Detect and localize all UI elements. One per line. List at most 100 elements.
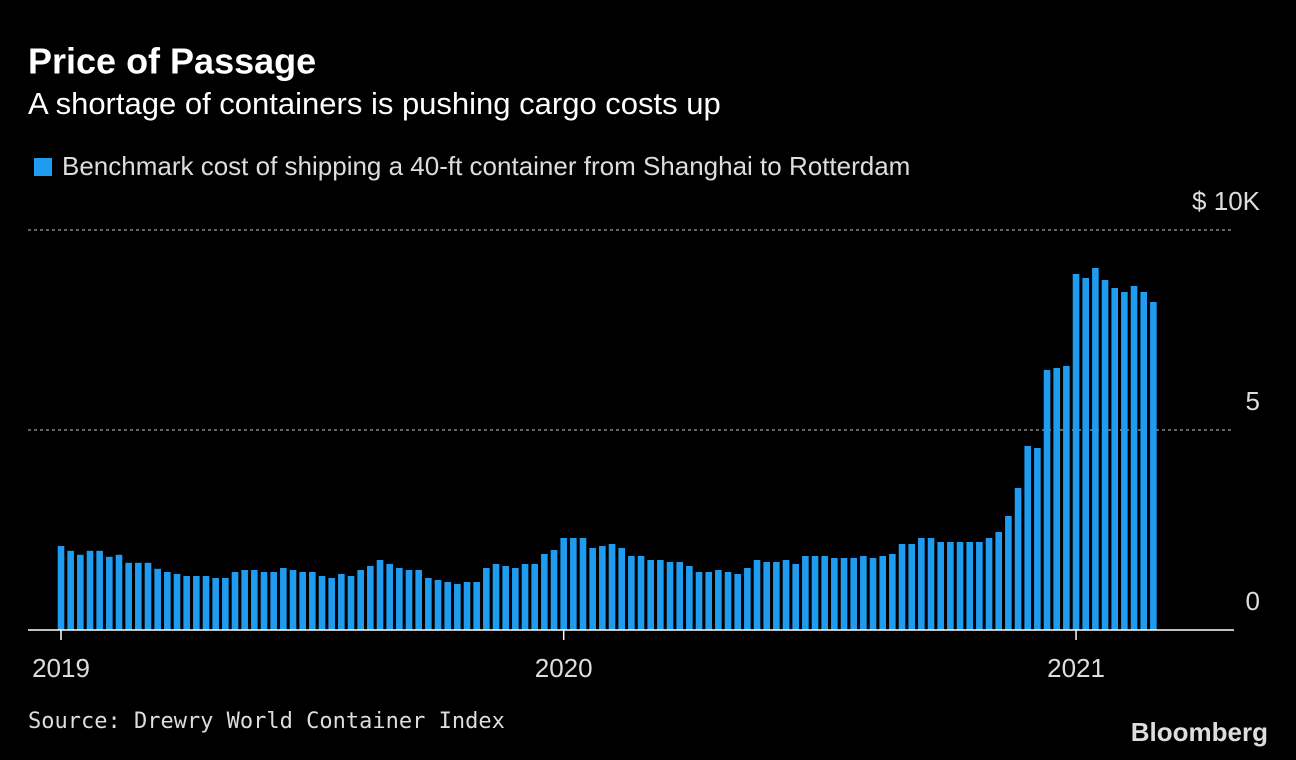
- bar: [231, 572, 239, 630]
- y-tick-label: 5: [1246, 386, 1260, 416]
- bar: [898, 544, 906, 630]
- bar: [560, 538, 567, 630]
- bar: [463, 582, 471, 630]
- bar: [357, 570, 364, 630]
- bar: [550, 550, 558, 630]
- bar: [966, 542, 973, 630]
- bar: [618, 548, 625, 630]
- bar: [212, 578, 219, 630]
- bar: [927, 538, 935, 630]
- bar: [328, 578, 335, 630]
- bar: [67, 550, 74, 630]
- bar: [96, 550, 103, 630]
- bar: [666, 562, 674, 630]
- bar: [976, 542, 983, 630]
- bar: [831, 558, 838, 630]
- bar: [183, 576, 190, 630]
- bar: [502, 566, 509, 630]
- bar: [995, 532, 1002, 630]
- bar: [1101, 280, 1109, 630]
- bar: [492, 564, 500, 630]
- bar: [135, 562, 142, 630]
- bar: [753, 560, 761, 630]
- bar: [444, 582, 451, 630]
- bar: [164, 572, 171, 630]
- bar: [860, 556, 867, 630]
- bar: [347, 576, 355, 630]
- bar: [173, 574, 181, 630]
- bar: [541, 554, 548, 630]
- bar: [415, 570, 422, 630]
- bar: [115, 554, 123, 630]
- y-tick-label: 0: [1246, 586, 1260, 616]
- bar: [637, 556, 645, 630]
- bar: [782, 560, 790, 630]
- bar: [309, 572, 316, 630]
- bar: [86, 550, 94, 630]
- bar: [396, 568, 403, 630]
- bar: [1130, 286, 1138, 630]
- y-tick-label: $ 10K: [1192, 186, 1261, 216]
- bar: [405, 570, 413, 630]
- bar: [299, 572, 306, 630]
- bar: [106, 556, 113, 630]
- bar: [570, 538, 577, 630]
- bar: [454, 584, 461, 630]
- bar: [318, 576, 326, 630]
- bar: [821, 556, 828, 630]
- bar: [947, 542, 954, 630]
- bar: [154, 568, 161, 630]
- bar: [193, 576, 200, 630]
- bar: [1072, 274, 1080, 630]
- bar: [628, 556, 635, 630]
- bar: [1121, 292, 1128, 630]
- bar: [589, 548, 596, 630]
- chart-title: Price of Passage: [28, 41, 316, 82]
- bar: [744, 568, 751, 630]
- bar: [425, 578, 432, 630]
- legend-swatch: [34, 158, 52, 176]
- bar: [386, 564, 393, 630]
- x-tick-label: 2019: [32, 653, 90, 683]
- bar: [850, 558, 857, 630]
- bar: [1034, 448, 1041, 630]
- bar: [579, 538, 587, 630]
- bar: [599, 546, 606, 630]
- bar: [1150, 302, 1157, 630]
- chart-subtitle: A shortage of containers is pushing carg…: [28, 86, 721, 121]
- bar: [686, 566, 693, 630]
- bar: [1014, 488, 1022, 630]
- bar: [280, 568, 287, 630]
- bar: [77, 554, 84, 630]
- x-tick-label: 2021: [1047, 653, 1105, 683]
- bar: [985, 538, 993, 630]
- bar: [521, 564, 529, 630]
- bar: [802, 556, 809, 630]
- bar: [724, 572, 732, 630]
- bar: [241, 570, 248, 630]
- bar: [715, 570, 722, 630]
- bar: [202, 576, 210, 630]
- bar: [695, 572, 703, 630]
- bar: [879, 556, 886, 630]
- bar: [144, 562, 152, 630]
- bar: [125, 562, 132, 630]
- bar: [289, 570, 297, 630]
- bar: [434, 580, 442, 630]
- bar: [840, 558, 848, 630]
- bar: [1024, 446, 1031, 630]
- bar: [251, 570, 258, 630]
- bar: [1140, 292, 1148, 630]
- x-tick-label: 2020: [535, 653, 593, 683]
- bar: [1092, 268, 1099, 630]
- bar: [647, 560, 654, 630]
- bar: [1063, 366, 1070, 630]
- source: Source: Drewry World Container Index: [28, 709, 505, 734]
- bar: [376, 560, 384, 630]
- bar: [1053, 368, 1061, 630]
- bar: [222, 578, 229, 630]
- brand-logo: Bloomberg: [1131, 717, 1268, 747]
- bar: [869, 558, 877, 630]
